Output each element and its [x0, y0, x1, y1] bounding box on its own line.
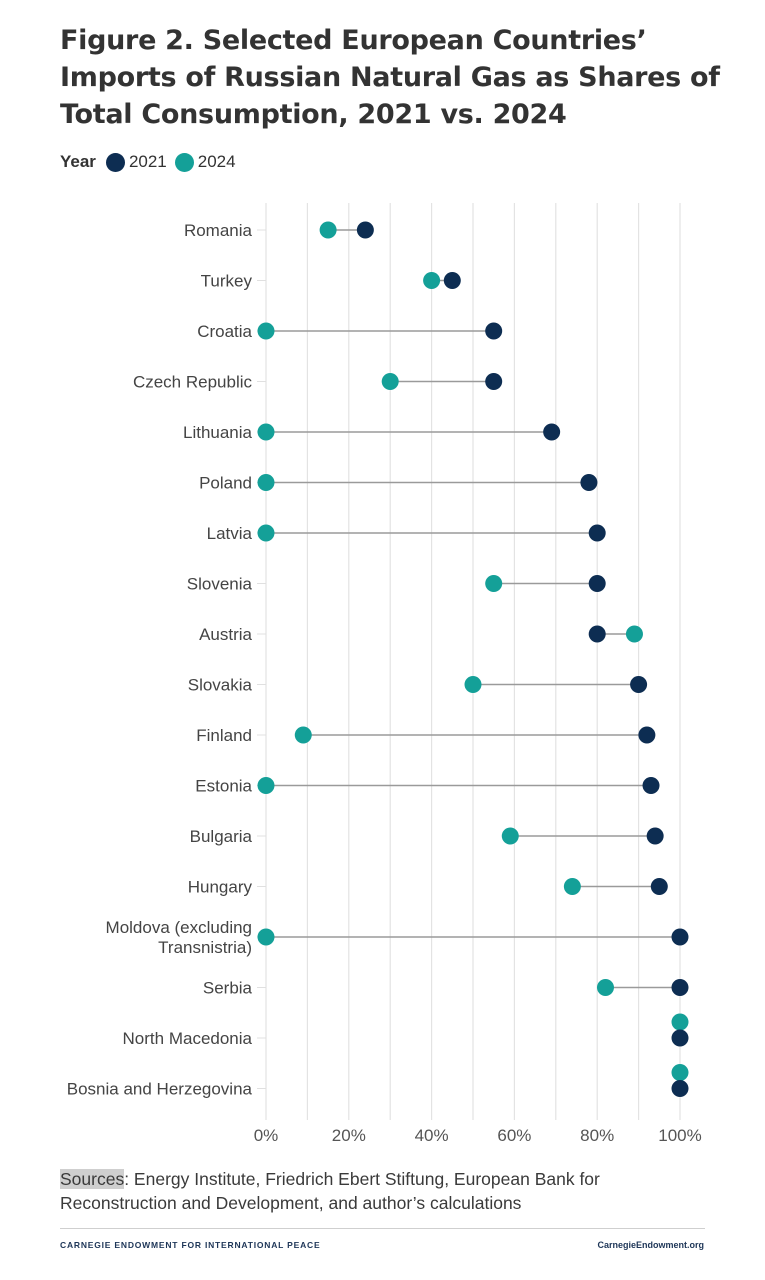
category-label-croatia: Croatia	[197, 322, 252, 341]
dot-2021-austria	[588, 625, 606, 643]
dot-2021-croatia	[485, 322, 503, 340]
chart-title: Figure 2. Selected European Countries’ I…	[60, 25, 720, 130]
legend-swatch-2021	[105, 152, 125, 172]
dot-2021-romania	[356, 221, 374, 239]
footer-website-link[interactable]: CarnegieEndowment.org	[597, 1240, 704, 1250]
dot-2021-bosnia-and-herzegovina	[671, 1080, 689, 1097]
dot-2024-austria	[625, 625, 643, 643]
footer-organization: CARNEGIE ENDOWMENT FOR INTERNATIONAL PEA…	[60, 1240, 321, 1250]
category-label-hungary: Hungary	[188, 878, 253, 897]
dot-2024-moldova-excluding-transnistria	[257, 928, 275, 946]
dot-2024-bulgaria	[501, 827, 519, 845]
dumbbell-chart: 0% 20% 40% 60% 80% 100% Romania Turkey Croatia Cz…	[67, 203, 702, 1145]
dot-2021-serbia	[671, 979, 689, 996]
dot-2021-bulgaria	[646, 827, 664, 845]
legend-item-2024: 2024	[174, 152, 236, 172]
x-tick-label-100: 100%	[658, 1126, 701, 1145]
dot-2021-slovenia	[588, 575, 606, 592]
category-label-poland: Poland	[199, 474, 252, 493]
dot-2021-poland	[580, 474, 598, 491]
x-tick-label-40: 40%	[415, 1126, 449, 1145]
category-label-austria: Austria	[199, 625, 252, 644]
dot-2024-poland	[257, 474, 275, 491]
category-label-slovakia: Slovakia	[188, 676, 253, 695]
legend-label-2024: 2024	[197, 152, 236, 171]
dot-2024-czech-republic	[381, 373, 399, 390]
sources-note: Sources: Energy Institute, Friedrich Ebe…	[60, 1167, 720, 1215]
x-tick-label-80: 80%	[580, 1126, 614, 1145]
dot-2021-north-macedonia	[671, 1029, 689, 1047]
dot-2021-czech-republic	[485, 373, 503, 390]
dot-2021-turkey	[443, 272, 461, 289]
legend-title: Year	[60, 152, 96, 171]
x-tick-label-20: 20%	[332, 1126, 366, 1145]
dot-2024-romania	[319, 221, 337, 239]
dot-2024-serbia	[596, 979, 614, 996]
dot-2021-latvia	[588, 524, 606, 542]
dot-2021-moldova-excluding-transnistria	[671, 928, 689, 946]
x-tick-label-0: 0%	[254, 1126, 279, 1145]
category-label-romania: Romania	[184, 221, 253, 240]
category-label-estonia: Estonia	[195, 777, 252, 796]
dot-2021-finland	[638, 726, 656, 744]
dot-2024-finland	[294, 726, 312, 744]
dot-2024-latvia	[257, 524, 275, 542]
footer-divider	[60, 1228, 705, 1229]
category-label-finland: Finland	[196, 726, 252, 745]
category-label-czech-republic: Czech Republic	[133, 373, 253, 392]
dot-2024-north-macedonia	[671, 1013, 689, 1031]
category-label-bulgaria: Bulgaria	[190, 827, 253, 846]
legend-item-2021: 2021	[105, 152, 167, 172]
category-label-lithuania: Lithuania	[183, 423, 253, 442]
dot-2021-lithuania	[543, 423, 561, 441]
category-label-latvia: Latvia	[207, 524, 253, 543]
category-label-slovenia: Slovenia	[187, 575, 253, 594]
dot-2024-slovakia	[464, 676, 482, 693]
dot-2024-hungary	[563, 878, 581, 895]
dot-2021-slovakia	[630, 676, 648, 693]
category-label-north-macedonia: North Macedonia	[123, 1029, 253, 1048]
dot-2024-slovenia	[485, 575, 503, 592]
legend: Year 2021 2024	[60, 150, 244, 174]
category-label-bosnia-and-herzegovina: Bosnia and Herzegovina	[67, 1080, 253, 1099]
category-label-moldova-excluding-transnistria: Moldova (excluding Transnistria)	[106, 918, 252, 957]
dot-2024-croatia	[257, 322, 275, 340]
dot-2024-bosnia-and-herzegovina	[671, 1064, 689, 1081]
dot-2021-estonia	[642, 777, 660, 794]
dot-2024-lithuania	[257, 423, 275, 441]
dot-2024-turkey	[423, 272, 441, 289]
sources-text: : Energy Institute, Friedrich Ebert Stif…	[60, 1169, 600, 1213]
x-tick-label-60: 60%	[497, 1126, 531, 1145]
legend-label-2021: 2021	[128, 152, 167, 171]
category-label-serbia: Serbia	[203, 979, 253, 998]
sources-label: Sources	[60, 1169, 125, 1189]
category-label-turkey: Turkey	[201, 272, 253, 291]
legend-swatch-2024	[174, 152, 194, 172]
dot-2021-hungary	[650, 878, 668, 895]
dot-2024-estonia	[257, 777, 275, 794]
